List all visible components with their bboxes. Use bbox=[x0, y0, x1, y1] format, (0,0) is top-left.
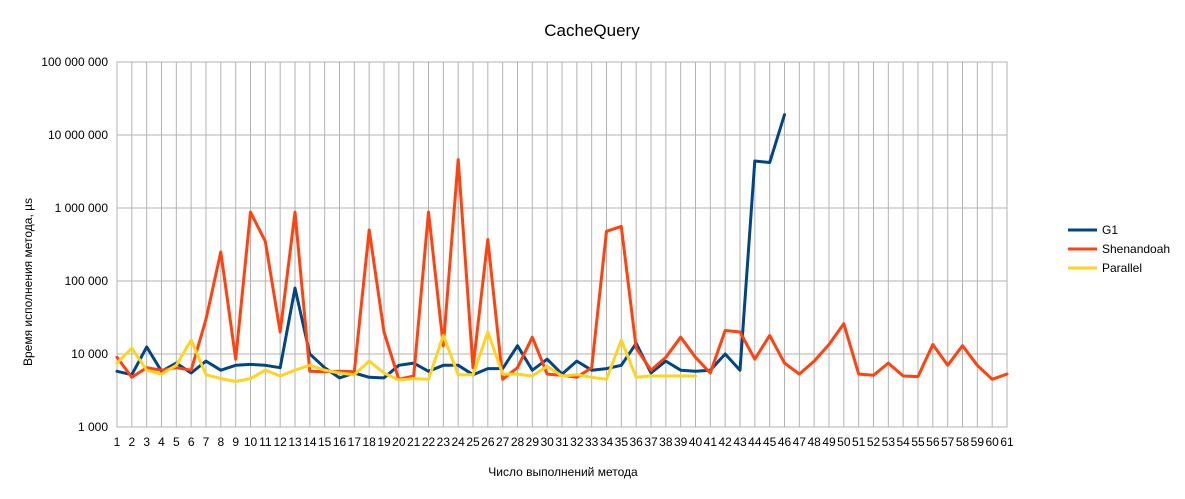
legend-label-g1: G1 bbox=[1102, 223, 1118, 237]
x-tick-label: 1 bbox=[114, 435, 121, 449]
x-tick-label: 52 bbox=[867, 435, 881, 449]
legend-label-parallel: Parallel bbox=[1102, 261, 1142, 275]
y-axis-title: Время исполнения метода, µs bbox=[21, 198, 35, 366]
x-tick-label: 18 bbox=[362, 435, 376, 449]
x-tick-label: 25 bbox=[466, 435, 480, 449]
x-tick-label: 12 bbox=[273, 435, 287, 449]
y-tick-label: 100 000 bbox=[65, 274, 109, 288]
x-tick-label: 48 bbox=[807, 435, 821, 449]
series-line-g1 bbox=[115, 113, 786, 380]
x-tick-label: 3 bbox=[143, 435, 150, 449]
x-tick-label: 47 bbox=[793, 435, 807, 449]
x-tick-label: 27 bbox=[496, 435, 510, 449]
x-tick-label: 10 bbox=[244, 435, 258, 449]
x-tick-label: 21 bbox=[407, 435, 421, 449]
series-line-parallel bbox=[115, 330, 697, 383]
x-tick-label: 60 bbox=[985, 435, 999, 449]
legend-label-shenandoah: Shenandoah bbox=[1102, 242, 1170, 256]
x-tick-label: 5 bbox=[173, 435, 180, 449]
plot-area-frame bbox=[116, 61, 1008, 428]
x-tick-label: 14 bbox=[303, 435, 317, 449]
x-tick-label: 37 bbox=[644, 435, 658, 449]
x-tick-label: 4 bbox=[158, 435, 165, 449]
x-tick-label: 7 bbox=[203, 435, 210, 449]
chart-title: CacheQuery bbox=[544, 21, 640, 40]
x-tick-label: 46 bbox=[778, 435, 792, 449]
x-tick-label: 38 bbox=[659, 435, 673, 449]
x-tick-label: 20 bbox=[392, 435, 406, 449]
y-tick-label: 1 000 bbox=[78, 420, 108, 434]
x-tick-label: 57 bbox=[941, 435, 955, 449]
x-tick-label: 6 bbox=[188, 435, 195, 449]
x-tick-label: 11 bbox=[259, 435, 272, 449]
x-tick-label: 2 bbox=[128, 435, 135, 449]
x-tick-label: 17 bbox=[348, 435, 362, 449]
x-tick-label: 53 bbox=[882, 435, 896, 449]
y-tick-label: 1 000 000 bbox=[55, 201, 109, 215]
x-tick-label: 50 bbox=[837, 435, 851, 449]
x-axis-title: Число выполнений метода bbox=[488, 465, 638, 479]
y-tick-label: 10 000 bbox=[71, 347, 108, 361]
x-tick-label: 28 bbox=[511, 435, 525, 449]
x-axis-ticks: 1 2 3 4 5 6 7 8 9 10 11 12 13 14 15 16 17 18 19 20 21 22 23 24 2… bbox=[114, 435, 1014, 449]
x-tick-label: 51 bbox=[852, 435, 866, 449]
x-tick-label: 44 bbox=[748, 435, 762, 449]
x-tick-label: 55 bbox=[911, 435, 925, 449]
x-tick-label: 40 bbox=[689, 435, 703, 449]
chart-legend: G1 Shenandoah Parallel bbox=[1068, 223, 1170, 275]
x-tick-label: 33 bbox=[585, 435, 599, 449]
series-lines bbox=[115, 113, 1009, 383]
y-axis-ticks: 1 000 10 000 100 000 1 000 000 10 000 000 100… bbox=[41, 55, 108, 434]
x-tick-label: 23 bbox=[437, 435, 451, 449]
x-tick-label: 54 bbox=[896, 435, 910, 449]
x-tick-label: 9 bbox=[232, 435, 239, 449]
x-tick-label: 45 bbox=[763, 435, 777, 449]
x-tick-label: 36 bbox=[629, 435, 643, 449]
x-tick-label: 39 bbox=[674, 435, 688, 449]
x-tick-label: 59 bbox=[971, 435, 985, 449]
x-tick-label: 61 bbox=[1000, 435, 1014, 449]
x-tick-label: 35 bbox=[615, 435, 629, 449]
x-tick-label: 24 bbox=[451, 435, 465, 449]
x-tick-label: 42 bbox=[718, 435, 732, 449]
x-tick-label: 13 bbox=[288, 435, 302, 449]
x-tick-label: 19 bbox=[377, 435, 391, 449]
y-tick-label: 10 000 000 bbox=[48, 128, 108, 142]
x-tick-label: 15 bbox=[318, 435, 332, 449]
x-tick-label: 8 bbox=[217, 435, 224, 449]
x-tick-label: 32 bbox=[570, 435, 584, 449]
x-tick-label: 22 bbox=[422, 435, 436, 449]
x-tick-label: 58 bbox=[956, 435, 970, 449]
x-tick-label: 31 bbox=[555, 435, 569, 449]
x-tick-label: 49 bbox=[822, 435, 836, 449]
x-tick-label: 30 bbox=[540, 435, 554, 449]
x-tick-label: 56 bbox=[926, 435, 940, 449]
x-tick-label: 26 bbox=[481, 435, 495, 449]
x-tick-label: 16 bbox=[333, 435, 347, 449]
x-tick-label: 41 bbox=[704, 435, 718, 449]
x-tick-label: 43 bbox=[733, 435, 747, 449]
x-tick-label: 34 bbox=[600, 435, 614, 449]
y-tick-label: 100 000 000 bbox=[41, 55, 108, 69]
x-tick-label: 29 bbox=[526, 435, 540, 449]
